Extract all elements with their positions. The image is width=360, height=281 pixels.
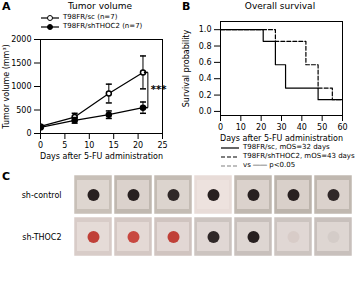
svg-text:1500: 1500 — [11, 59, 31, 68]
svg-text:500: 500 — [16, 106, 31, 115]
svg-text:sh-control: sh-control — [22, 191, 62, 200]
svg-text:Survival probability: Survival probability — [182, 29, 191, 107]
svg-text:5: 5 — [62, 141, 67, 150]
svg-text:15: 15 — [109, 141, 119, 150]
html-text:T98FR/shTHOC2 (n=7): T98FR/shTHOC2 (n=7) — [63, 22, 143, 30]
svg-text:sh-THOC2: sh-THOC2 — [22, 233, 61, 242]
svg-text:0: 0 — [38, 141, 43, 150]
svg-text:60: 60 — [337, 123, 347, 132]
html-text:A: A — [2, 0, 11, 13]
html-text:B: B — [182, 0, 191, 13]
svg-text:30: 30 — [276, 123, 286, 132]
svg-text:50: 50 — [317, 123, 327, 132]
svg-text:10: 10 — [84, 141, 94, 150]
html-text:Tumor volume: Tumor volume — [68, 1, 132, 11]
svg-text:0.6: 0.6 — [199, 58, 212, 67]
svg-text:0.0: 0.0 — [199, 107, 212, 116]
svg-text:1.0: 1.0 — [199, 25, 212, 34]
html-text:Overall survival: Overall survival — [244, 1, 316, 11]
svg-text:Days after 5-FU administration: Days after 5-FU administration — [220, 134, 343, 143]
svg-text:20: 20 — [133, 141, 143, 150]
html-text:vs ―― p<0.05: vs ―― p<0.05 — [243, 161, 296, 169]
svg-text:1000: 1000 — [11, 82, 31, 91]
html-text:T98FR/sc, mOS=32 days: T98FR/sc, mOS=32 days — [243, 143, 330, 151]
svg-text:0.2: 0.2 — [199, 91, 212, 100]
svg-text:0.4: 0.4 — [199, 74, 212, 83]
svg-text:Days after 5-FU administration: Days after 5-FU administration — [40, 152, 163, 161]
svg-text:25: 25 — [157, 141, 167, 150]
svg-text:10: 10 — [236, 123, 246, 132]
svg-text:0: 0 — [26, 129, 31, 138]
svg-text:Tumor volume (mm³): Tumor volume (mm³) — [2, 44, 11, 129]
html-text:T98FR/shTHOC2, mOS=43 days: T98FR/shTHOC2, mOS=43 days — [243, 152, 355, 160]
html-text:C: C — [2, 170, 11, 183]
html-text:T98FR/sc (n=7): T98FR/sc (n=7) — [63, 13, 118, 21]
svg-text:40: 40 — [297, 123, 307, 132]
svg-text:***: *** — [151, 84, 167, 95]
svg-text:0: 0 — [218, 123, 223, 132]
svg-text:0.8: 0.8 — [199, 42, 212, 51]
svg-text:2000: 2000 — [11, 35, 31, 44]
svg-text:20: 20 — [256, 123, 266, 132]
